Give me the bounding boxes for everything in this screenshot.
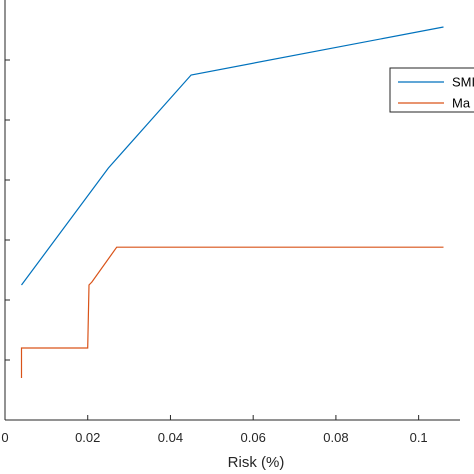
x-tick-label: 0 [1, 430, 8, 445]
x-tick-label: 0.08 [323, 430, 348, 445]
series-line-smi [21, 26, 444, 286]
x-tick-label: 0.04 [158, 430, 183, 445]
legend-label-ma: Ma [452, 96, 471, 111]
legend: SMI Ma [389, 67, 474, 113]
x-tick-label: 0.02 [75, 430, 100, 445]
series-layer [20, 26, 444, 378]
x-axis-label: Risk (%) [228, 454, 285, 471]
legend-box [389, 67, 474, 113]
axes: 0 0.02 0.04 0.06 0.08 0.1 [1, 0, 460, 445]
legend-label-smi: SMI [452, 75, 474, 90]
x-tick-label: 0.1 [410, 430, 428, 445]
x-tick-label: 0.06 [241, 430, 266, 445]
series-line-ma [20, 246, 444, 378]
